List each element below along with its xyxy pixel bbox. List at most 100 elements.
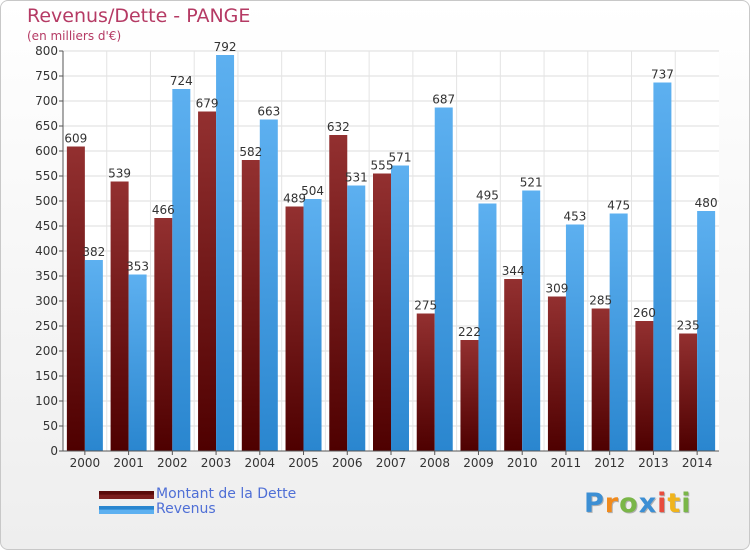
bar-revenus-2011: [565, 224, 584, 451]
x-tick-label: 2000: [70, 456, 101, 470]
logo-letter: t: [667, 488, 682, 519]
x-tick-label: 2011: [551, 456, 582, 470]
y-tick-label: 500: [35, 194, 58, 208]
data-label: 539: [108, 167, 131, 181]
data-label: 260: [633, 306, 656, 320]
bar-dette-2000: [66, 146, 85, 451]
data-label: 555: [371, 159, 394, 173]
data-label: 222: [458, 325, 481, 339]
bar-dette-2008: [416, 313, 435, 451]
bar-dette-2010: [504, 279, 523, 451]
bar-dette-2012: [591, 308, 610, 451]
x-tick-label: 2001: [113, 456, 144, 470]
bar-revenus-2013: [653, 82, 672, 451]
x-tick-label: 2012: [594, 456, 625, 470]
logo-letter: r: [604, 488, 620, 519]
data-label: 724: [170, 74, 193, 88]
bar-revenus-2004: [259, 119, 278, 451]
data-label: 521: [520, 176, 543, 190]
bar-dette-2007: [373, 173, 391, 451]
data-label: 344: [502, 264, 525, 278]
y-tick-label: 100: [35, 394, 58, 408]
legend-swatch-debt: [99, 490, 154, 499]
y-tick-label: 300: [35, 294, 58, 308]
bar-revenus-2008: [434, 107, 453, 451]
x-tick-label: 2004: [245, 456, 276, 470]
legend-swatch-revenus: [99, 505, 154, 514]
bar-dette-2014: [679, 333, 698, 451]
axes: 0 50 100 150 200 250 300 350 400 450 500 550 600 650 7…: [35, 44, 719, 470]
bar-revenus-2010: [522, 190, 541, 451]
y-tick-label: 200: [35, 344, 58, 358]
y-tick-label: 650: [35, 119, 58, 133]
bar-revenus-2006: [347, 185, 366, 451]
data-label: 309: [545, 282, 568, 296]
bar-dette-2001: [110, 181, 129, 451]
x-tick-label: 2009: [463, 456, 494, 470]
data-label: 285: [589, 294, 612, 308]
bar-revenus-2002: [172, 89, 191, 451]
legend-item-revenus: Revenus: [99, 502, 296, 517]
logo-letter: i: [681, 488, 692, 519]
bar-dette-2005: [285, 206, 304, 451]
data-label: 235: [677, 319, 700, 333]
data-label: 737: [651, 68, 674, 82]
bar-revenus-2014: [697, 211, 716, 451]
data-label: 495: [476, 189, 499, 203]
x-tick-label: 2002: [157, 456, 188, 470]
data-label: 792: [214, 40, 237, 54]
x-tick-label: 2010: [507, 456, 538, 470]
data-label: 382: [82, 245, 105, 259]
chart-subtitle: (en milliers d'€): [27, 29, 122, 43]
bar-revenus-2005: [303, 199, 322, 451]
y-tick-label: 0: [50, 444, 58, 458]
bar-revenus-2001: [128, 274, 147, 451]
bar-dette-2002: [154, 218, 173, 451]
bar-revenus-2007: [391, 165, 409, 451]
x-tick-label: 2008: [419, 456, 450, 470]
bar-dette-2011: [547, 296, 566, 451]
logo-letter: i: [657, 488, 668, 519]
chart-title: Revenus/Dette - PANGE: [27, 5, 251, 27]
y-tick-label: 450: [35, 219, 58, 233]
data-label: 353: [126, 260, 149, 274]
bars: [66, 55, 716, 451]
y-tick-label: 400: [35, 244, 58, 258]
data-label: 275: [414, 299, 437, 313]
proxiti-logo: Proxiti: [584, 488, 692, 519]
x-tick-label: 2003: [201, 456, 232, 470]
bar-dette-2004: [241, 160, 260, 451]
logo-letter: x: [638, 488, 658, 519]
data-label: 687: [432, 93, 455, 107]
y-tick-label: 550: [35, 169, 58, 183]
bar-dette-2006: [329, 135, 348, 451]
y-tick-label: 600: [35, 144, 58, 158]
data-label: 504: [301, 184, 324, 198]
x-tick-label: 2006: [332, 456, 363, 470]
bar-revenus-2012: [609, 213, 628, 451]
legend: Montant de la Dette Revenus: [99, 487, 296, 517]
logo-letter: P: [584, 488, 605, 519]
bar-dette-2009: [460, 340, 479, 451]
y-tick-label: 750: [35, 69, 58, 83]
bar-dette-2013: [635, 321, 654, 451]
x-tick-label: 2007: [376, 456, 407, 470]
y-tick-label: 250: [35, 319, 58, 333]
data-label: 632: [327, 120, 350, 134]
data-label: 571: [389, 151, 412, 165]
y-tick-label: 150: [35, 369, 58, 383]
data-label: 453: [563, 210, 586, 224]
logo-letter: o: [619, 488, 639, 519]
bar-revenus-2009: [478, 203, 497, 451]
legend-label-debt: Montant de la Dette: [156, 486, 297, 502]
data-label: 582: [239, 145, 262, 159]
x-tick-label: 2013: [638, 456, 669, 470]
data-label: 609: [64, 132, 87, 146]
bar-revenus-2000: [84, 260, 103, 451]
data-label: 480: [695, 196, 718, 210]
y-tick-label: 800: [35, 44, 58, 58]
y-tick-label: 350: [35, 269, 58, 283]
